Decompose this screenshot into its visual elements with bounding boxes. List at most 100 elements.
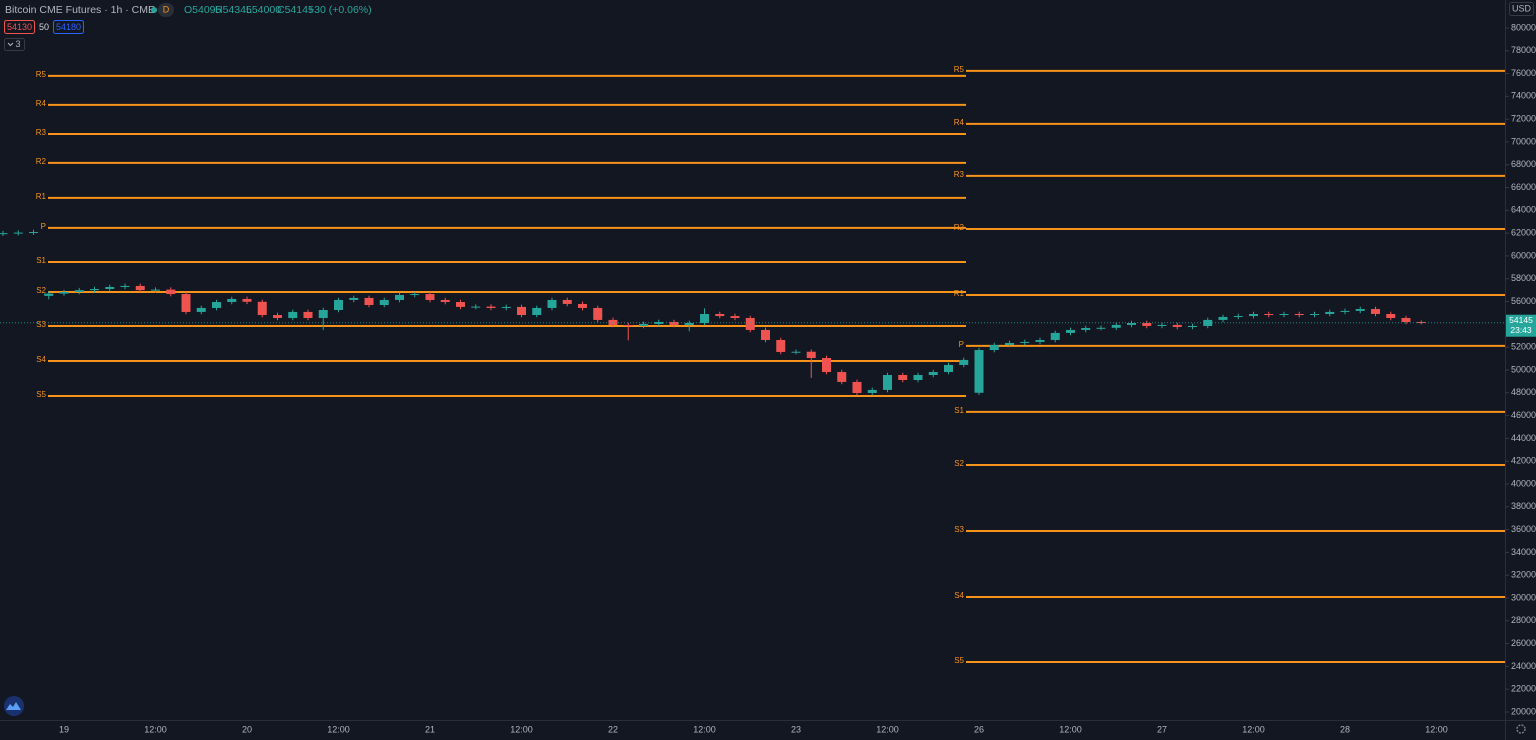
candle-body [379, 299, 389, 305]
x-tick-label: 22 [608, 724, 618, 734]
candle-body [1096, 327, 1106, 329]
status-value: O54095 [184, 4, 222, 16]
y-tick-label: 80000 [1511, 22, 1536, 32]
market-status-dot[interactable] [151, 7, 157, 13]
status-value: H54345 [215, 4, 252, 16]
y-tick-label: 78000 [1511, 45, 1536, 55]
y-tick-label: 22000 [1511, 684, 1536, 694]
bid-box[interactable] [4, 20, 35, 34]
pivot-label: R2 [954, 223, 965, 232]
ask-price[interactable]: 54180 [56, 22, 81, 32]
candle-body [867, 389, 877, 394]
pivot-label: S4 [954, 591, 964, 600]
candle-body [730, 316, 740, 318]
candle-body [181, 294, 191, 312]
interval-badge-bg [158, 3, 174, 17]
x-tick-label: 12:00 [510, 724, 533, 734]
candle-body [257, 301, 267, 316]
y-tick-label: 40000 [1511, 478, 1536, 488]
candle-body [74, 290, 84, 292]
chevron-icon [7, 42, 14, 47]
status-value: L54000 [246, 4, 281, 16]
candle-body [135, 285, 145, 291]
pivot-label: R3 [36, 128, 47, 137]
ask-box[interactable] [53, 20, 84, 34]
logo-icon[interactable] [6, 702, 21, 710]
candle-body [90, 289, 99, 291]
x-tick-label: 21 [425, 724, 435, 734]
y-tick-label: 42000 [1511, 456, 1536, 466]
candle-body [440, 299, 450, 303]
y-tick-label: 70000 [1511, 136, 1536, 146]
candle-body [1371, 308, 1380, 314]
candle-body [913, 374, 923, 381]
indicator-count[interactable]: 3 [15, 39, 20, 49]
y-tick-label: 56000 [1511, 296, 1536, 306]
pivot-label: S5 [36, 390, 46, 399]
bid-price[interactable]: 54130 [7, 22, 32, 32]
candle-body [639, 323, 648, 326]
y-tick-label: 68000 [1511, 159, 1536, 169]
y-tick-label: 28000 [1511, 615, 1536, 625]
pivot-label: R4 [36, 99, 47, 108]
pivot-label: S4 [36, 355, 46, 364]
candle-body [745, 317, 755, 330]
y-tick-label: 34000 [1511, 547, 1536, 557]
x-tick-label: 12:00 [144, 724, 167, 734]
candle-body [1142, 323, 1152, 326]
x-tick-label: 12:00 [693, 724, 716, 734]
candle-body [151, 289, 160, 291]
pivot-label: S3 [954, 525, 964, 534]
status-value: +30 (+0.06%) [308, 4, 372, 16]
candle-body [547, 299, 557, 308]
candle-body [288, 311, 298, 318]
candle-body [1386, 313, 1396, 318]
pivot-label: R3 [954, 170, 965, 179]
candle-body [837, 372, 847, 382]
y-tick-label: 32000 [1511, 570, 1536, 580]
candle-body [425, 294, 435, 300]
candle-body [517, 306, 526, 316]
candle-body [700, 313, 709, 324]
y-tick-label: 62000 [1511, 228, 1536, 238]
candle-body [959, 359, 969, 365]
y-tick-label: 24000 [1511, 661, 1536, 671]
candle-body [334, 299, 343, 311]
y-tick-label: 50000 [1511, 364, 1536, 374]
candle-body [1249, 313, 1258, 317]
pivot-label: P [41, 222, 46, 231]
interval-badge[interactable]: D [163, 4, 170, 14]
candle-body [1340, 310, 1350, 312]
indicators-toggle[interactable] [4, 38, 25, 51]
y-tick-label: 36000 [1511, 524, 1536, 534]
y-tick-label: 64000 [1511, 205, 1536, 215]
x-tick-label: 27 [1157, 724, 1167, 734]
settings-icon[interactable] [1516, 724, 1526, 734]
candle-body [395, 294, 404, 300]
candle-body [1325, 311, 1335, 314]
candle-body [1172, 324, 1182, 327]
pivot-label: S2 [954, 459, 964, 468]
candle-body [608, 319, 618, 325]
spread: 50 [39, 22, 49, 32]
pivot-label: P [959, 340, 964, 349]
y-tick-label: 30000 [1511, 592, 1536, 602]
x-tick-label: 12:00 [876, 724, 899, 734]
candle-body [105, 286, 115, 290]
currency-box[interactable] [1509, 2, 1534, 16]
candle-body [654, 321, 664, 324]
pivot-label: S2 [36, 286, 46, 295]
chart-title[interactable]: Bitcoin CME Futures · 1h · CME [5, 4, 155, 16]
pivot-label: S3 [36, 320, 46, 329]
candle-body [13, 232, 23, 234]
candle-body [1005, 342, 1014, 346]
y-tick-label: 46000 [1511, 410, 1536, 420]
candle-body [1279, 313, 1289, 316]
candle-body [1066, 329, 1075, 333]
candle-body [684, 323, 694, 325]
candle-body [501, 306, 511, 308]
y-tick-label: 26000 [1511, 638, 1536, 648]
currency[interactable]: USD [1512, 3, 1532, 13]
candle-body [1020, 341, 1030, 343]
